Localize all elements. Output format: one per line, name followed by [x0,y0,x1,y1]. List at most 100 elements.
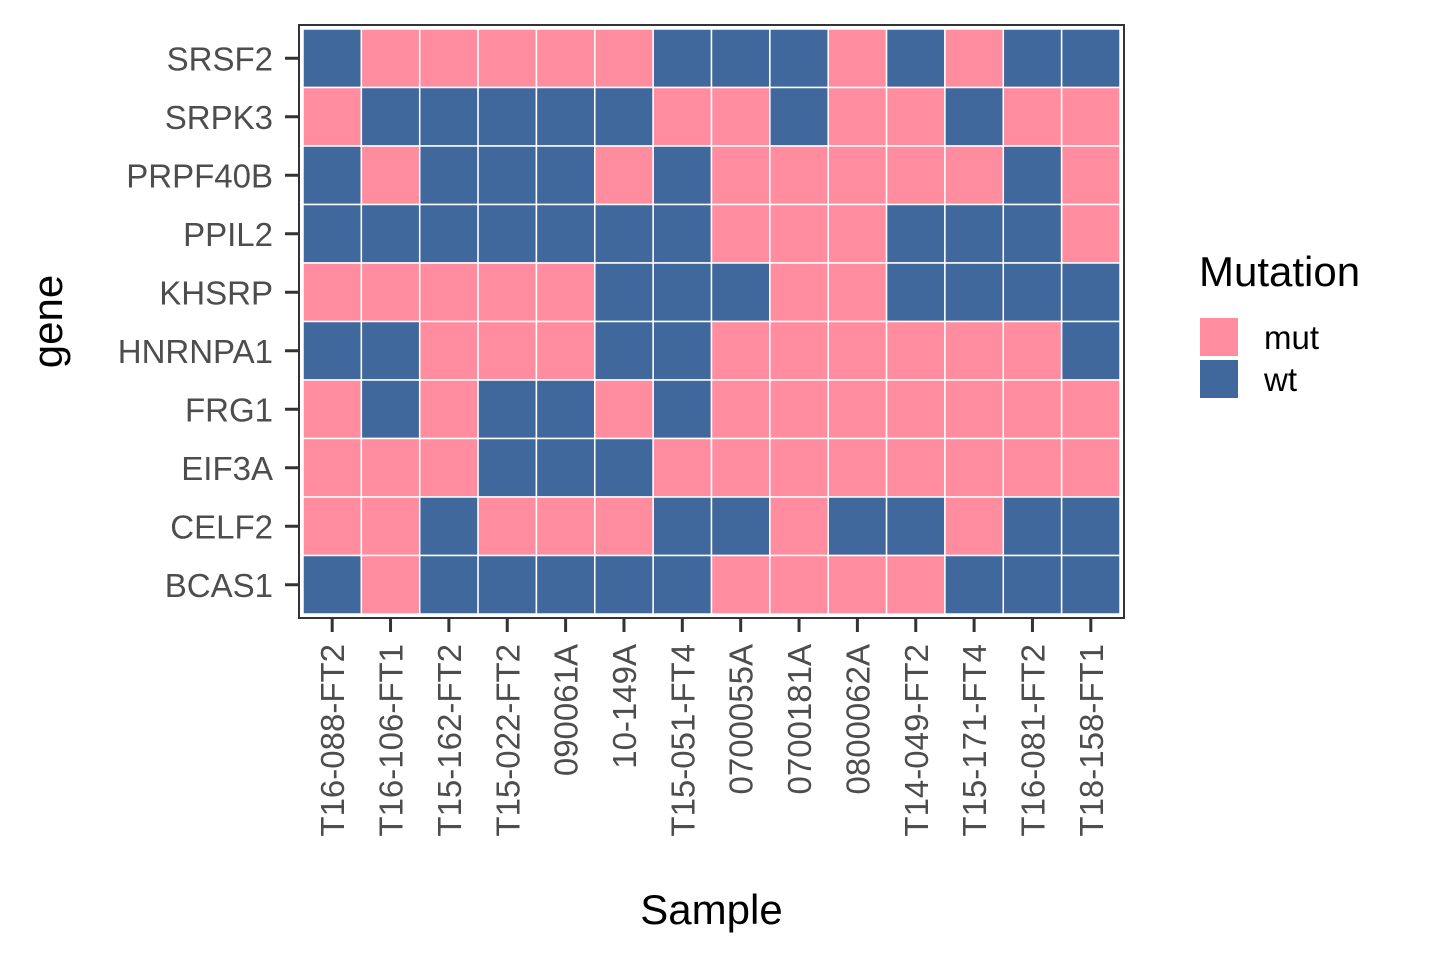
heatmap-cell [535,28,596,89]
heatmap-cell [418,203,479,264]
panel-border [298,24,1125,619]
heatmap-cell [535,379,596,440]
heatmap-cell [594,262,654,323]
y-tick-label: CELF2 [170,508,273,545]
heatmap-cell [710,379,771,440]
heatmap-cell [302,554,363,615]
x-tick-label: 10-149A [606,644,643,769]
heatmap-cell [594,437,654,498]
heatmap-cell [594,554,654,615]
heatmap-cell [418,320,479,381]
heatmap-cell [944,554,1005,615]
heatmap-cell [710,554,771,615]
y-tick-label: EIF3A [181,450,273,487]
x-tick-label: 090061A [548,644,585,776]
y-tick-label: PPIL2 [183,216,273,253]
heatmap-cell [827,145,888,206]
heatmap-cell [944,379,1005,440]
x-tick-label: 0700181A [781,644,818,794]
heatmap-cell [827,437,888,498]
heatmap-cells [302,28,1121,615]
heatmap-cell [1060,145,1121,206]
heatmap-cell [535,145,596,206]
heatmap-cell [535,262,596,323]
heatmap-cell [652,145,713,206]
heatmap-cell [418,28,479,89]
heatmap-cell [1002,437,1063,498]
heatmap-cell [710,86,771,147]
heatmap-cell [302,145,363,206]
heatmap-cell [360,86,421,147]
heatmap-cell [1060,437,1121,498]
x-tick-label: T16-106-FT1 [373,644,410,837]
y-tick-label: FRG1 [185,391,273,428]
heatmap-cell [652,496,713,557]
heatmap-cell [944,320,1005,381]
heatmap-cell [535,320,596,381]
heatmap-cell [477,86,538,147]
heatmap-cell [1060,320,1121,381]
legend-key-mut [1200,318,1238,356]
heatmap-cell [827,320,888,381]
heatmap-cell [1060,496,1121,557]
heatmap-cell [1002,145,1063,206]
heatmap-cell [1002,86,1063,147]
heatmap-cell [1002,28,1063,89]
heatmap-cell [769,554,829,615]
heatmap-cell [827,496,888,557]
heatmap-cell [1060,28,1121,89]
heatmap-cell [594,320,654,381]
heatmap-cell [769,320,829,381]
heatmap-cell [885,379,946,440]
x-tick-label: T15-171-FT4 [956,644,993,837]
x-tick-label: T14-049-FT2 [898,644,935,837]
heatmap-cell [477,379,538,440]
heatmap-cell [1002,496,1063,557]
heatmap-cell [418,437,479,498]
heatmap-cell [885,145,946,206]
heatmap-cell [769,379,829,440]
heatmap-cell [769,203,829,264]
heatmap-cell [535,86,596,147]
heatmap-cell [1060,203,1121,264]
heatmap-cell [360,28,421,89]
x-tick-label: 0800062A [839,644,876,794]
heatmap-cell [885,437,946,498]
heatmap-cell [944,145,1005,206]
legend: Mutation mut wt [1199,248,1360,398]
heatmap-cell [535,496,596,557]
heatmap-cell [652,203,713,264]
heatmap-cell [652,86,713,147]
legend-label-wt: wt [1263,361,1297,398]
y-tick-label: HNRNPA1 [118,333,273,370]
heatmap-cell [710,28,771,89]
x-axis: T16-088-FT2 T16-106-FT1 T15-162-FT2 T15-022… [314,618,1110,837]
heatmap-cell [769,437,829,498]
heatmap-cell [418,496,479,557]
heatmap-cell [710,203,771,264]
heatmap-cell [535,437,596,498]
heatmap-cell [885,496,946,557]
heatmap-cell [594,28,654,89]
heatmap-cell [769,28,829,89]
x-tick-label: T16-088-FT2 [314,644,351,837]
heatmap-cell [477,145,538,206]
heatmap-cell [769,496,829,557]
heatmap-cell [827,28,888,89]
heatmap-cell [360,203,421,264]
heatmap-cell [477,496,538,557]
heatmap-cell [418,262,479,323]
heatmap-cell [302,86,363,147]
heatmap-cell [944,496,1005,557]
heatmap-cell [418,86,479,147]
y-tick-label: BCAS1 [165,567,273,604]
heatmap-cell [652,262,713,323]
x-tick-label: T16-081-FT2 [1014,644,1051,837]
heatmap-cell [360,437,421,498]
x-tick-label: T18-158-FT1 [1073,644,1110,837]
y-tick-label: KHSRP [159,274,273,311]
heatmap-cell [652,437,713,498]
x-tick-label: 0700055A [723,644,760,794]
heatmap-cell [652,320,713,381]
